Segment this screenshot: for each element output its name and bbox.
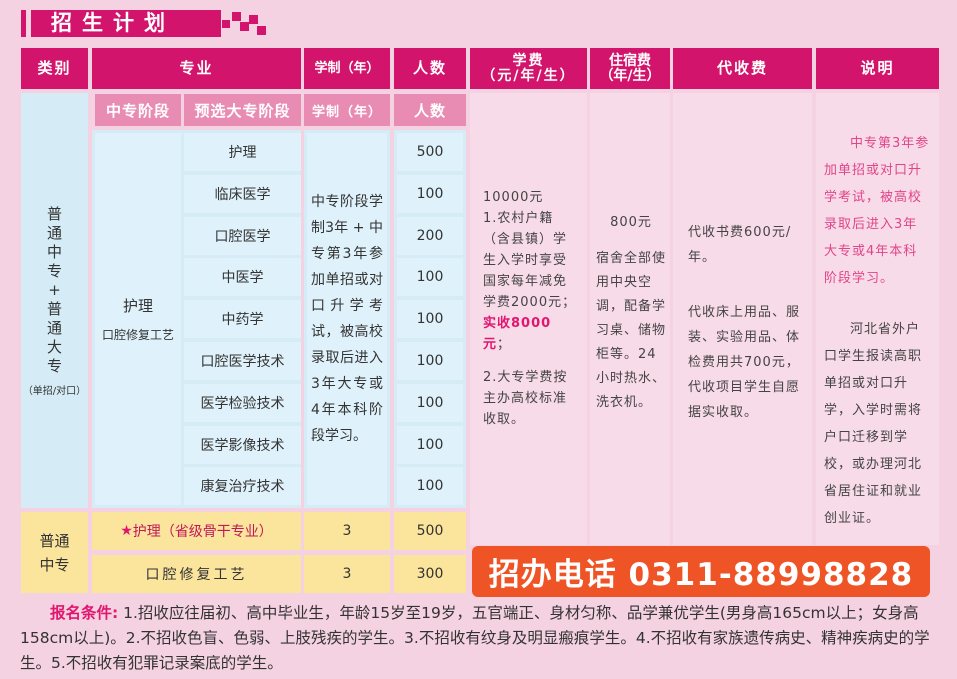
- category-char: 中: [46, 242, 62, 261]
- category-char: 通: [46, 318, 62, 337]
- category-char: 普: [46, 204, 62, 223]
- major-name: 临床医学: [184, 174, 301, 213]
- major-count: 100: [397, 467, 463, 506]
- tuition-amount: 10000元: [483, 190, 544, 205]
- category-char: 普: [46, 299, 62, 318]
- category-char: +: [48, 280, 61, 299]
- major-count: 200: [397, 216, 463, 255]
- major-count: 100: [397, 300, 463, 339]
- header-dorm: 住宿费 （年/生）: [590, 48, 670, 89]
- header-count: 人数: [394, 48, 466, 89]
- requirements-label: 报名条件:: [50, 604, 119, 622]
- major-count: 100: [397, 342, 463, 380]
- category-note: （单招/对口）: [22, 385, 87, 397]
- row3-major: 口腔修复工艺: [92, 555, 301, 593]
- collect-books: 代收书费600元/年。: [688, 225, 792, 265]
- header-tuition: 学费 （元/年/生）: [470, 48, 587, 89]
- major-name: 医学检验技术: [184, 383, 301, 422]
- row2-major: ★ 护理（省级骨干专业）: [92, 512, 301, 550]
- collect-column: [673, 93, 812, 545]
- category-char: 通: [46, 223, 62, 242]
- dorm-desc: 宿舍全部使用中央空调，配备学习桌、储物柜等。24小时热水、洗衣机。: [596, 251, 667, 410]
- major-count: 100: [397, 425, 463, 464]
- notes-outprovince: 河北省外户口学生报读高职单招或对口升学，入学时需将户口迁移到学校，或办理河北省居…: [824, 322, 923, 526]
- title-bar-accent: [21, 10, 26, 37]
- header-notes: 说明: [816, 48, 939, 89]
- major-count: 500: [397, 133, 463, 171]
- notes-text: 中专第3年参加单招或对口升学考试，被高校录取后进入3年大专或4年本科阶段学习。 …: [824, 130, 930, 532]
- category-cell-1: 普通中专 + 普通大专 （单招/对口）: [21, 93, 88, 508]
- checker-decoration: [222, 12, 267, 38]
- subheader-count: 人数: [394, 94, 466, 126]
- phone-banner[interactable]: 招办电话 0311-88998828: [472, 546, 930, 597]
- tuition-column: [470, 93, 587, 545]
- category-cell-2: 普通中专: [21, 512, 88, 593]
- tuition-policy: 1.农村户籍（含县镇）学生入学时享受国家每年减免学费2000元；实收8000元；: [483, 211, 577, 352]
- requirements: 报名条件: 1.招收应往届初、高中毕业生，年龄15岁至19岁，五官端正、身材匀称…: [20, 601, 935, 676]
- major-name: 口腔医学技术: [184, 342, 301, 380]
- category-char: 专: [46, 356, 62, 375]
- dorm-price: 800元: [610, 215, 652, 230]
- major-count: 100: [397, 174, 463, 213]
- major-name: 口腔医学: [184, 216, 301, 255]
- dorm-column: [590, 93, 670, 545]
- requirements-text: 1.招收应往届初、高中毕业生，年龄15岁至19岁，五官端正、身材匀称、品学兼优学…: [20, 604, 930, 672]
- major-count: 100: [397, 383, 463, 422]
- dorm-text: 800元 宿舍全部使用中央空调，配备学习桌、储物柜等。24小时热水、洗衣机。: [596, 212, 666, 415]
- collect-items: 代收床上用品、服装、实验用品、体检费用共700元，代收项目学生自愿据实收取。: [688, 305, 801, 420]
- row2-major-name: 护理（省级骨干专业）: [132, 524, 273, 540]
- subheader-duration: 学制（年）: [304, 94, 390, 126]
- duration-note: 中专阶段学制3年 + 中专第3年参加单招或对口升学考试，被高校录取后进入3年大专…: [307, 133, 387, 505]
- major-count: 100: [397, 258, 463, 297]
- row3-count: 300: [394, 555, 466, 593]
- notes-column: [816, 93, 939, 545]
- major-name: 中药学: [184, 300, 301, 339]
- category-char: 专: [46, 261, 62, 280]
- stage1-major: 护理: [122, 297, 153, 315]
- header-category: 类别: [21, 48, 88, 89]
- section-title: 招生计划: [31, 10, 221, 37]
- row3-duration: 3: [304, 555, 390, 593]
- category-char: 大: [46, 337, 62, 356]
- header-duration: 学制（年）: [304, 48, 390, 89]
- stage1-sub: 口腔修复工艺: [101, 328, 174, 342]
- major-name: 中医学: [184, 258, 301, 297]
- stage1-cell: 护理 口腔修复工艺: [95, 133, 181, 505]
- major-name: 医学影像技术: [184, 425, 301, 464]
- tuition-text: 10000元 1.农村户籍（含县镇）学生入学时享受国家每年减免学费2000元；实…: [483, 187, 578, 430]
- tuition-college: 2.大专学费按主办高校标准收取。: [483, 370, 568, 427]
- header-collect: 代收费: [673, 48, 812, 89]
- collect-text: 代收书费600元/年。 代收床上用品、服装、实验用品、体检费用共700元，代收项…: [688, 220, 800, 425]
- major-name: 护理: [184, 133, 301, 171]
- row2-duration: 3: [304, 512, 390, 550]
- row2-count: 500: [394, 512, 466, 550]
- subheader-stage1: 中专阶段: [95, 94, 181, 126]
- major-name: 康复治疗技术: [184, 467, 301, 506]
- star-icon: ★: [120, 523, 133, 539]
- header-major: 专业: [92, 48, 301, 89]
- notes-upgrade: 中专第3年参加单招或对口升学考试，被高校录取后进入3年大专或4年本科阶段学习。: [824, 136, 930, 286]
- subheader-stage2: 预选大专阶段: [184, 94, 301, 126]
